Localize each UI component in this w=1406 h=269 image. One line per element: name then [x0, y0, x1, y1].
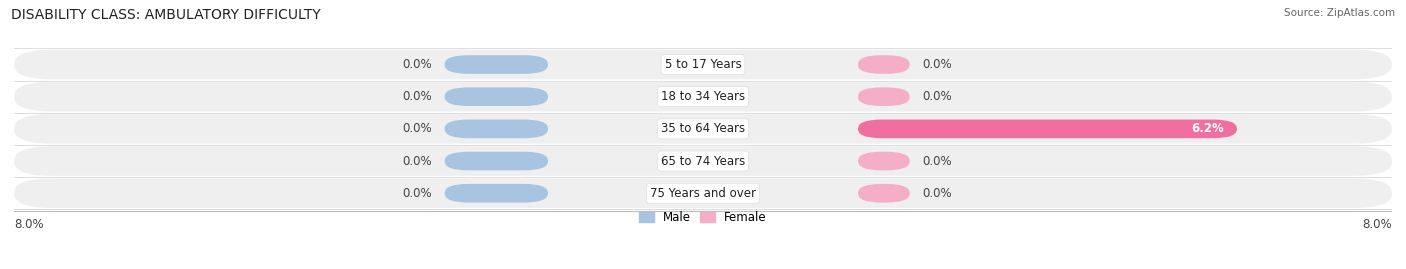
- FancyBboxPatch shape: [444, 152, 548, 170]
- Text: 0.0%: 0.0%: [402, 122, 432, 135]
- Text: 8.0%: 8.0%: [1362, 218, 1392, 231]
- Text: 18 to 34 Years: 18 to 34 Years: [661, 90, 745, 103]
- Text: 0.0%: 0.0%: [922, 58, 952, 71]
- FancyBboxPatch shape: [858, 152, 910, 170]
- Text: 0.0%: 0.0%: [922, 187, 952, 200]
- Text: DISABILITY CLASS: AMBULATORY DIFFICULTY: DISABILITY CLASS: AMBULATORY DIFFICULTY: [11, 8, 321, 22]
- FancyBboxPatch shape: [444, 55, 548, 74]
- FancyBboxPatch shape: [858, 87, 910, 106]
- Text: Source: ZipAtlas.com: Source: ZipAtlas.com: [1284, 8, 1395, 18]
- Text: 75 Years and over: 75 Years and over: [650, 187, 756, 200]
- FancyBboxPatch shape: [14, 178, 1392, 208]
- FancyBboxPatch shape: [14, 50, 1392, 79]
- Text: 5 to 17 Years: 5 to 17 Years: [665, 58, 741, 71]
- FancyBboxPatch shape: [14, 82, 1392, 111]
- FancyBboxPatch shape: [858, 55, 910, 74]
- Legend: Male, Female: Male, Female: [634, 206, 772, 228]
- FancyBboxPatch shape: [14, 146, 1392, 176]
- Text: 35 to 64 Years: 35 to 64 Years: [661, 122, 745, 135]
- FancyBboxPatch shape: [14, 114, 1392, 144]
- Text: 0.0%: 0.0%: [402, 155, 432, 168]
- Text: 0.0%: 0.0%: [402, 58, 432, 71]
- Text: 6.2%: 6.2%: [1191, 122, 1225, 135]
- FancyBboxPatch shape: [858, 184, 910, 203]
- FancyBboxPatch shape: [444, 184, 548, 203]
- Text: 65 to 74 Years: 65 to 74 Years: [661, 155, 745, 168]
- Text: 0.0%: 0.0%: [922, 155, 952, 168]
- Text: 0.0%: 0.0%: [402, 90, 432, 103]
- FancyBboxPatch shape: [444, 119, 548, 138]
- FancyBboxPatch shape: [858, 119, 1237, 138]
- FancyBboxPatch shape: [444, 87, 548, 106]
- Text: 0.0%: 0.0%: [402, 187, 432, 200]
- Text: 8.0%: 8.0%: [14, 218, 44, 231]
- Text: 0.0%: 0.0%: [922, 90, 952, 103]
